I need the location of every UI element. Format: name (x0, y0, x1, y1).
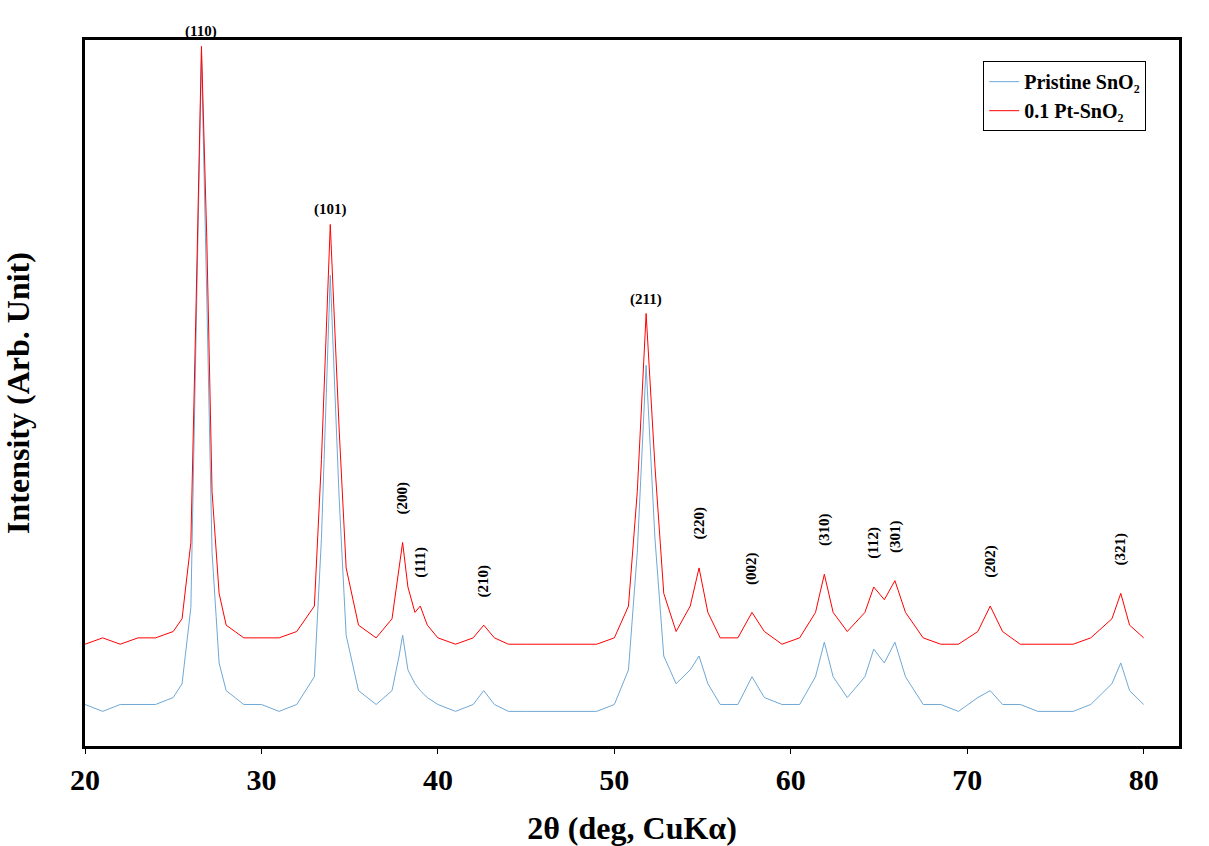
svg-text:80: 80 (1129, 763, 1159, 796)
svg-text:30: 30 (246, 763, 276, 796)
svg-text:(211): (211) (630, 291, 662, 308)
svg-text:(310): (310) (816, 514, 833, 547)
svg-text:(202): (202) (982, 545, 999, 578)
svg-text:(111): (111) (412, 547, 429, 578)
svg-text:(321): (321) (1112, 533, 1129, 566)
svg-text:(112): (112) (865, 527, 882, 559)
svg-text:70: 70 (952, 763, 982, 796)
svg-text:60: 60 (776, 763, 806, 796)
svg-text:50: 50 (599, 763, 629, 796)
svg-text:20: 20 (70, 763, 100, 796)
svg-text:(200): (200) (394, 482, 411, 514)
svg-text:(210): (210) (475, 565, 492, 598)
svg-text:(110): (110) (185, 23, 217, 40)
svg-text:40: 40 (423, 763, 453, 796)
svg-text:(002): (002) (743, 552, 760, 585)
svg-text:Pristine SnO₂: Pristine SnO₂ (1024, 71, 1139, 93)
svg-text:2θ (deg, CuKα): 2θ (deg, CuKα) (527, 810, 737, 846)
svg-text:(220): (220) (691, 507, 708, 540)
svg-text:Intensity (Arb. Unit): Intensity (Arb. Unit) (0, 252, 36, 534)
svg-text:0.1 Pt-SnO₂: 0.1 Pt-SnO₂ (1024, 100, 1123, 122)
svg-text:(301): (301) (887, 521, 904, 554)
svg-text:(101): (101) (314, 201, 347, 218)
